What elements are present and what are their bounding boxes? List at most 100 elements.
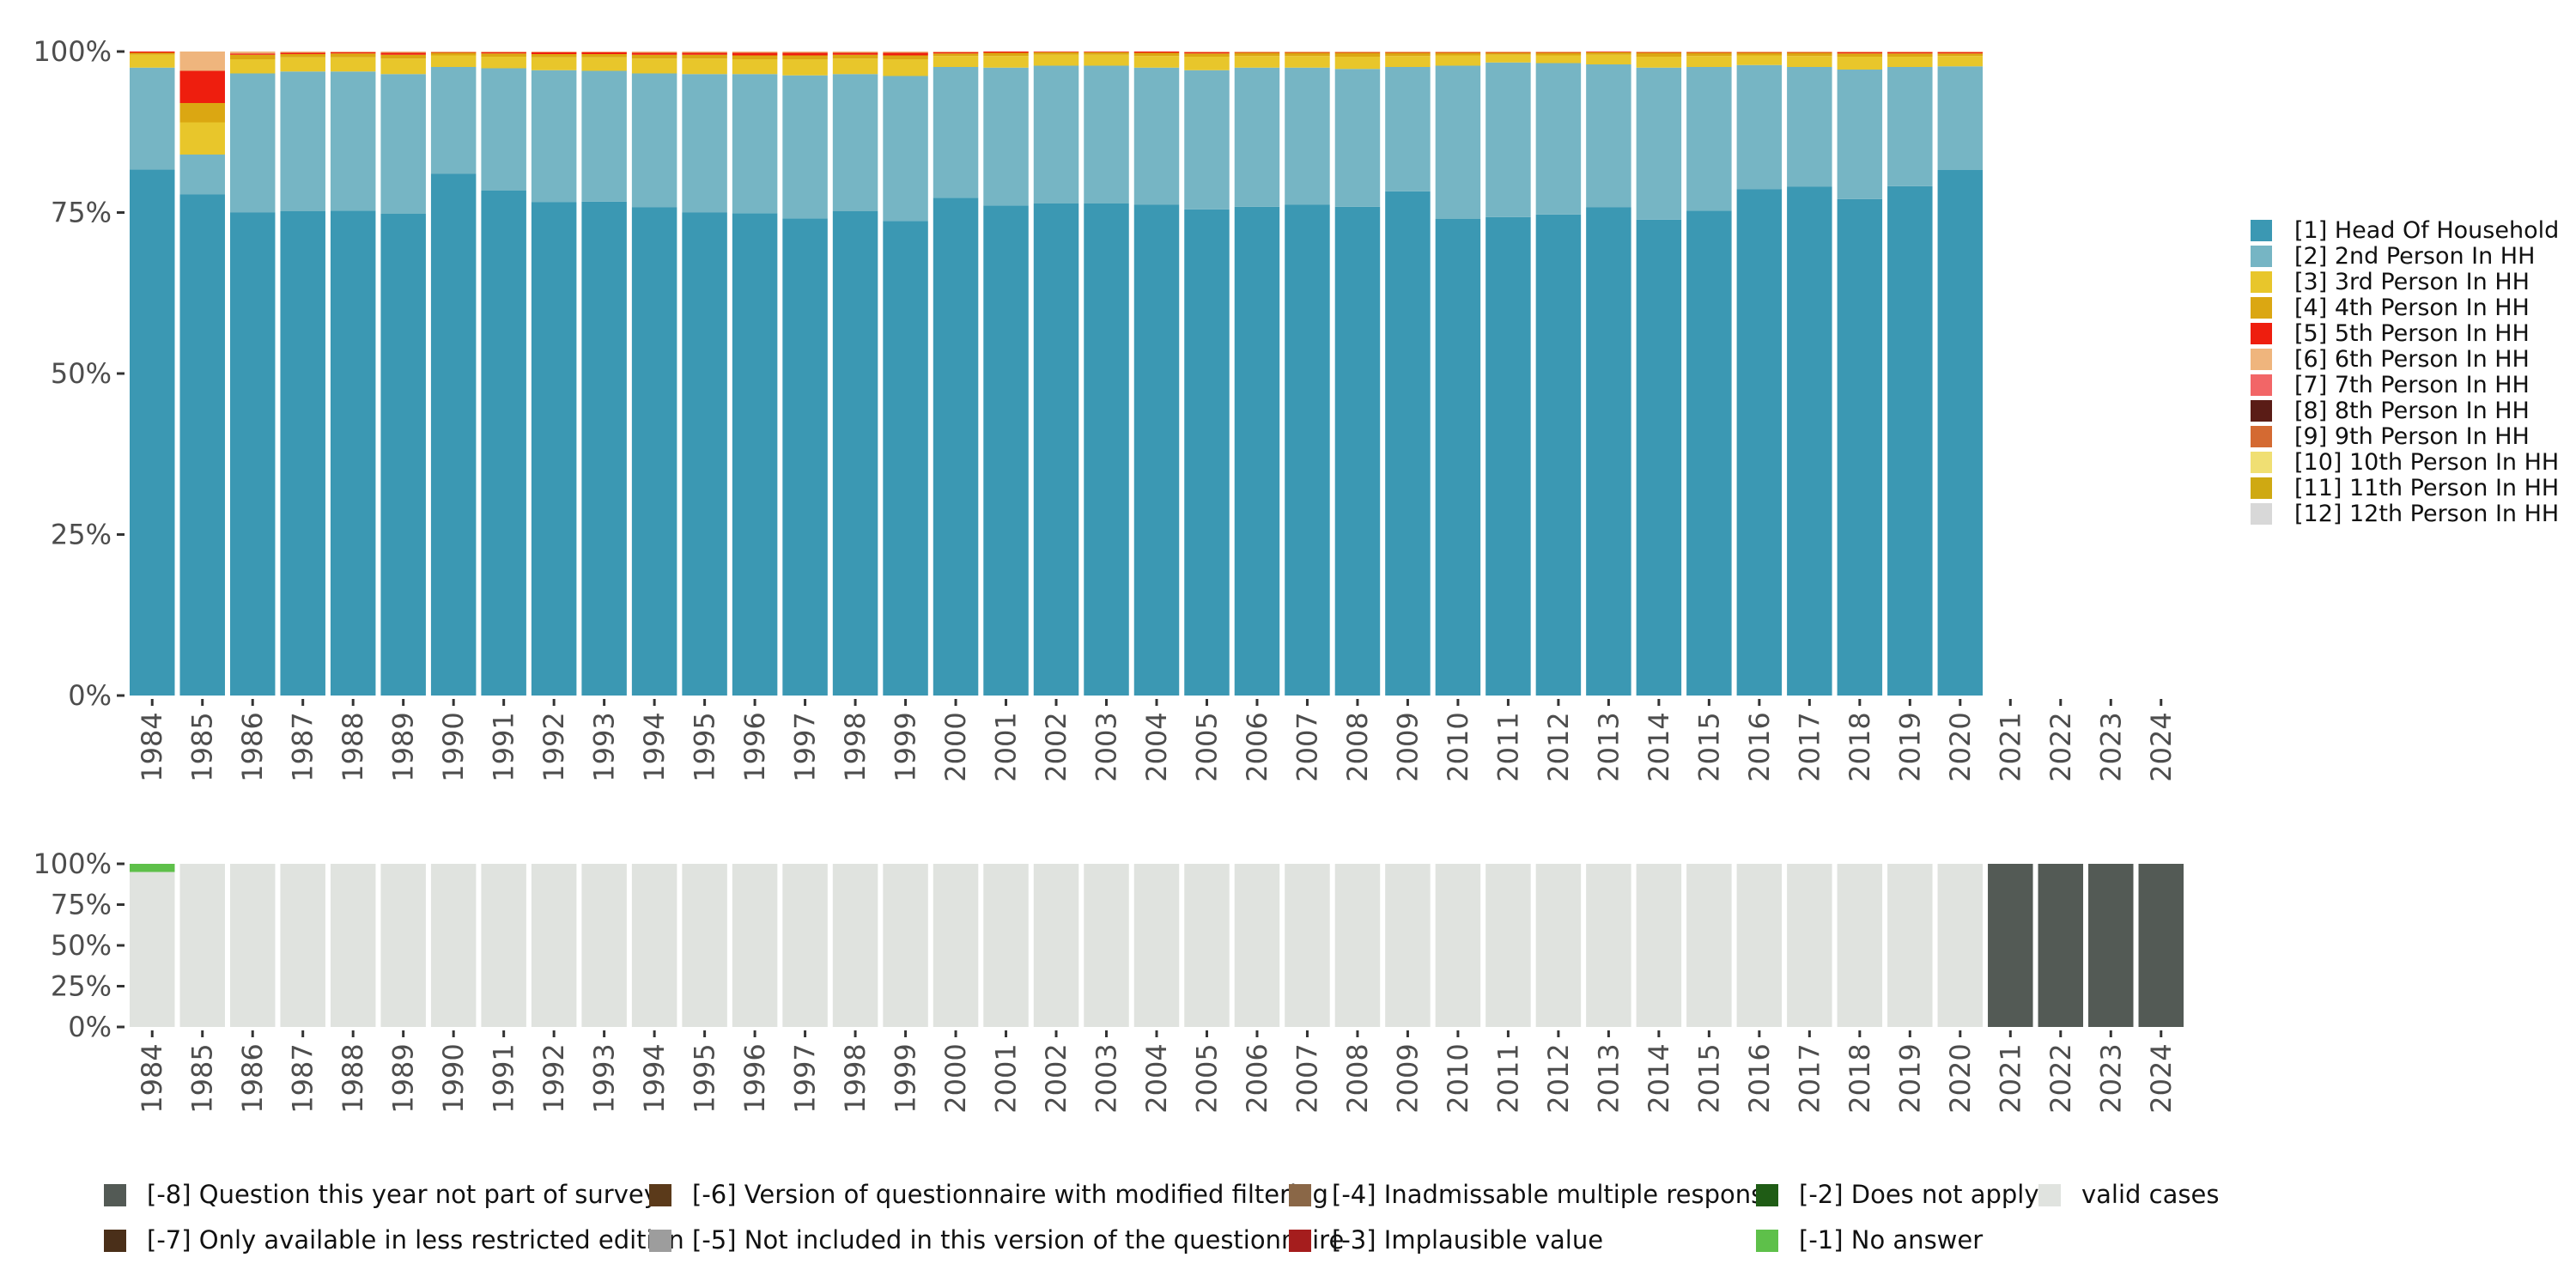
top-bar-2002-3-3rd-person-in-hh [1033,54,1079,66]
top-bar-2019-1-head-of-household [1887,185,1933,696]
top-bar-1991-5-5th-person-in-hh [481,52,526,54]
top-bar-2014-4-4th-person-in-hh [1636,52,1682,57]
bottom-x-tick-label: 2017 [1793,1043,1826,1113]
top-bar-1999-6-6th-person-in-hh [883,52,928,53]
top-bar-2020-4-4th-person-in-hh [1937,53,1984,57]
bottom-bar-2006-valid-cases [1234,864,1280,1027]
top-bar-2019-2-2nd-person-in-hh [1887,67,1933,186]
bottom-x-tick-label: 2009 [1391,1043,1424,1113]
top-bar-1996-3-3rd-person-in-hh [732,59,778,75]
top-bar-2005-3-3rd-person-in-hh [1184,57,1230,70]
top-bar-1992-5-5th-person-in-hh [531,52,577,54]
legend-label-8-8th-person-in-hh: [8] 8th Person In HH [2294,398,2530,424]
top-x-tick-label: 1985 [186,712,219,781]
top-x-tick-label: 1994 [638,712,671,781]
top-bar-2007-3-3rd-person-in-hh [1285,56,1330,68]
bottom-x-tick-label: 2012 [1542,1043,1575,1113]
top-bar-2007-4-4th-person-in-hh [1285,52,1330,57]
top-bar-1994-4-4th-person-in-hh [631,54,677,59]
top-bar-2012-1-head-of-household [1535,214,1582,696]
top-x-tick-label: 2004 [1140,712,1173,781]
top-bar-1995-6-6th-person-in-hh [682,52,727,53]
top-bar-1994-2-2nd-person-in-hh [631,73,677,208]
legend-swatch-valid-cases [2038,1184,2061,1206]
top-bar-2020-2-2nd-person-in-hh [1937,66,1984,170]
bottom-x-tick-label: 2019 [1893,1043,1926,1113]
top-bar-2015-2-2nd-person-in-hh [1686,67,1732,211]
top-x-tick-label: 1990 [437,712,470,781]
legend-label-5-5th-person-in-hh: [5] 5th Person In HH [2294,320,2530,347]
top-x-tick-label: 2024 [2145,712,2178,781]
bottom-x-tick-label: 2001 [990,1043,1023,1113]
legend-label-4-4th-person-in-hh: [4] 4th Person In HH [2294,295,2530,321]
bottom-x-tick-label: 1988 [337,1043,369,1113]
bottom-bar-1995-valid-cases [682,864,727,1027]
top-y-tick-label: 75% [51,197,112,229]
legend-swatch-2-does-not-apply [1756,1184,1778,1206]
legend-label-8-question-this-year-not-part-of-survey: [-8] Question this year not part of surv… [147,1180,659,1209]
top-bar-1996-4-4th-person-in-hh [732,55,778,59]
bottom-bar-2016-valid-cases [1736,864,1783,1027]
bottom-x-tick-label: 1994 [638,1043,671,1113]
top-bar-1985-3-3rd-person-in-hh [179,122,225,155]
legend-label-3-3rd-person-in-hh: [3] 3rd Person In HH [2294,269,2530,295]
top-x-tick-label: 1996 [738,712,771,781]
top-bar-1997-3-3rd-person-in-hh [782,59,828,76]
top-bar-1995-4-4th-person-in-hh [682,54,727,59]
top-bar-1995-1-head-of-household [682,212,727,696]
legend-label-10-10th-person-in-hh: [10] 10th Person In HH [2294,449,2559,476]
top-bar-1991-2-2nd-person-in-hh [481,68,526,191]
top-bar-2010-3-3rd-person-in-hh [1435,55,1481,66]
top-x-tick-label: 1998 [839,712,872,781]
top-x-tick-label: 2006 [1241,712,1273,781]
top-bar-1989-3-3rd-person-in-hh [380,58,426,75]
top-bar-1984-5-5th-person-in-hh [130,52,175,53]
bottom-bar-1996-valid-cases [732,864,778,1027]
top-bar-2009-4-4th-person-in-hh [1385,52,1431,57]
top-x-tick-label: 2022 [2044,712,2077,781]
top-bar-1990-5-5th-person-in-hh [430,52,477,53]
top-x-tick-label: 2014 [1643,712,1675,781]
top-x-tick-label: 2005 [1190,712,1223,781]
bottom-x-tick-label: 1997 [789,1043,822,1113]
top-bar-2011-1-head-of-household [1485,216,1531,696]
top-bar-2015-3-3rd-person-in-hh [1686,56,1732,67]
top-chart-stacked-bars: 0% 25% 50% 75% 100% 1984 1985 1986 1987 1988 1989 1… [33,35,2178,782]
bottom-bar-2014-valid-cases [1636,864,1682,1027]
bottom-bar-2010-valid-cases [1435,864,1481,1027]
legend-label-1-head-of-household: [1] Head Of Household [2294,217,2559,244]
top-bar-1998-6-6th-person-in-hh [832,52,878,53]
top-bar-1984-1-head-of-household [130,169,175,696]
legend-swatch-8-8th-person-in-hh [2251,400,2272,422]
top-bar-2000-5-5th-person-in-hh [933,52,979,54]
top-bar-2006-1-head-of-household [1234,206,1280,696]
top-bar-1985-5-5th-person-in-hh [179,70,225,103]
bottom-bar-2000-valid-cases [933,864,979,1027]
bottom-bar-2001-valid-cases [983,864,1029,1027]
legend-label-5-not-included-in-this-version-of-the-questionnaire: [-5] Not included in this version of the… [692,1225,1344,1255]
legend-label-9-9th-person-in-hh: [9] 9th Person In HH [2294,423,2530,450]
top-bar-1988-4-4th-person-in-hh [330,53,376,58]
top-bar-2006-4-4th-person-in-hh [1234,52,1280,57]
top-x-tick-label: 1987 [287,712,319,781]
top-bar-1992-2-2nd-person-in-hh [531,70,577,203]
top-bar-2015-4-4th-person-in-hh [1686,52,1732,57]
bottom-y-tick-label: 50% [51,929,112,962]
bottom-bar-1987-valid-cases [280,864,325,1027]
bottom-x-tick-label: 1992 [538,1043,570,1113]
top-bar-1986-5-5th-person-in-hh [229,53,276,55]
bottom-bar-1984-valid-cases [130,872,175,1027]
bottom-bar-2004-valid-cases [1133,864,1180,1027]
top-bar-2007-1-head-of-household [1285,204,1330,696]
top-bar-2016-2-2nd-person-in-hh [1736,64,1783,190]
top-bar-1989-2-2nd-person-in-hh [380,74,426,214]
top-bar-2003-1-head-of-household [1084,204,1129,696]
top-bar-1995-3-3rd-person-in-hh [682,58,727,75]
legend-swatch-6-6th-person-in-hh [2251,349,2272,370]
top-bar-1998-3-3rd-person-in-hh [832,58,878,75]
legend-swatch-5-5th-person-in-hh [2251,323,2272,344]
top-bar-1999-3-3rd-person-in-hh [883,59,928,76]
top-bar-2004-2-2nd-person-in-hh [1133,67,1180,205]
bottom-x-tick-label: 2010 [1442,1043,1474,1113]
bottom-x-tick-label: 1998 [839,1043,872,1113]
